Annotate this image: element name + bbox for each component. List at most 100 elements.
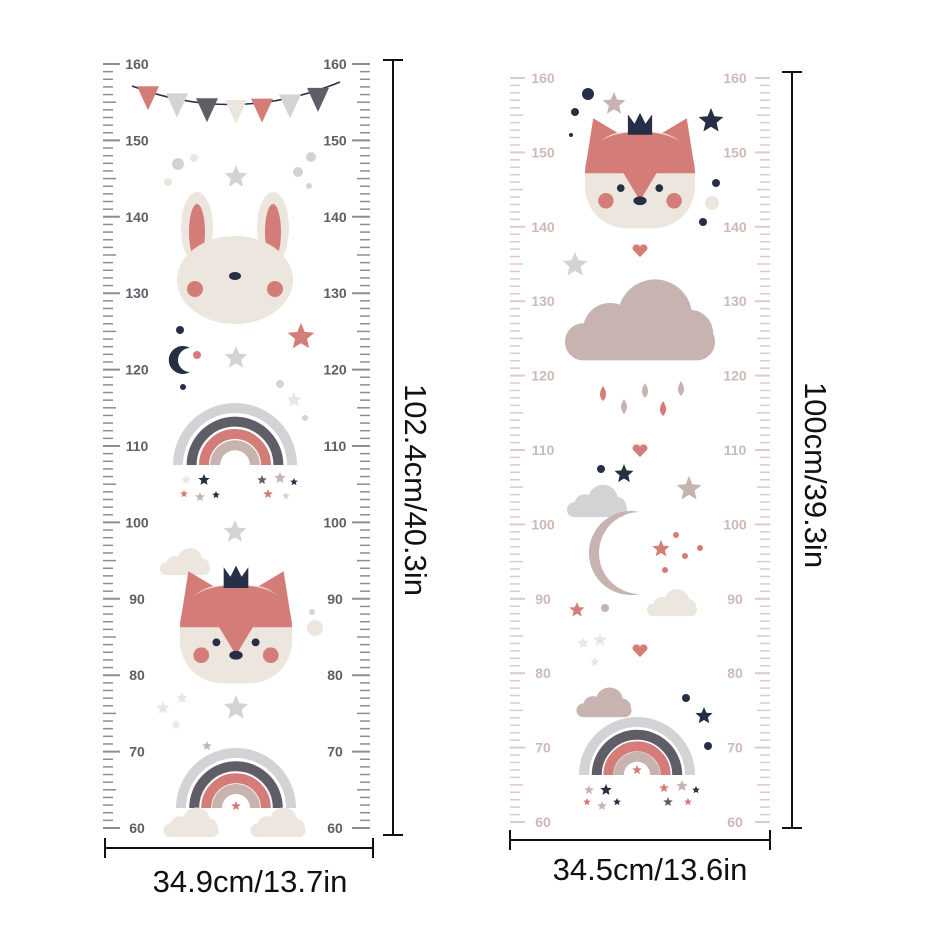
- ruler-label: 150: [125, 132, 149, 148]
- star-icon: [231, 801, 241, 810]
- dot-icon: [276, 380, 284, 388]
- rainbow-arc: [201, 773, 271, 809]
- dot-icon: [307, 620, 323, 636]
- dot-icon: [180, 384, 186, 390]
- ruler-label: 100: [125, 514, 149, 530]
- ruler-label: 140: [125, 209, 149, 225]
- bunny-nose: [229, 272, 241, 280]
- dot-icon: [172, 158, 184, 170]
- ruler-label: 70: [129, 744, 145, 760]
- dot-icon: [662, 567, 668, 573]
- star-icon: [156, 701, 170, 714]
- rainbow-arc: [212, 784, 260, 809]
- dot-icon: [705, 196, 719, 210]
- ruler-label: 110: [126, 438, 149, 454]
- ruler-label: 60: [129, 820, 145, 836]
- ruler-label: 140: [323, 209, 347, 225]
- ruler-label: 160: [723, 70, 747, 86]
- cloud-icon: [565, 279, 715, 361]
- dot-icon: [306, 183, 312, 189]
- fox-cheek: [666, 193, 682, 209]
- star-icon: [171, 720, 181, 729]
- ruler-label: 60: [727, 814, 743, 830]
- rainbow-arc: [186, 416, 284, 466]
- bunting-flag: [307, 87, 329, 112]
- star-icon: [224, 165, 248, 187]
- star-icon: [223, 520, 247, 542]
- rainbow-arc: [176, 748, 296, 809]
- ruler-label: 90: [727, 591, 743, 607]
- cloud-part: [665, 309, 714, 357]
- ruler-label: 90: [129, 591, 145, 607]
- ruler-label: 70: [327, 744, 343, 760]
- star-icon: [584, 785, 594, 794]
- crown-icon: [223, 565, 249, 588]
- star-icon: [602, 92, 626, 114]
- dot-icon: [597, 465, 605, 473]
- rainbow-arc: [199, 429, 271, 466]
- cloud-icon: [567, 484, 627, 518]
- star-icon: [590, 657, 600, 666]
- ruler-label: 80: [327, 667, 343, 683]
- star-icon: [600, 784, 612, 795]
- cloud-part: [607, 496, 627, 516]
- dot-icon: [673, 532, 679, 538]
- bunting-icon: [131, 81, 341, 124]
- star-icon: [181, 475, 191, 484]
- cloud-icon: [160, 548, 210, 576]
- dot-icon: [697, 545, 703, 551]
- fox-eye: [655, 184, 664, 192]
- star-icon: [274, 472, 286, 483]
- dot-icon: [699, 218, 707, 226]
- rainbow-icon: [579, 717, 695, 776]
- left-height-dimension: 102.4cm/40.3in: [398, 384, 433, 596]
- moon-icon: [168, 346, 190, 375]
- left-width-dimension: 34.9cm/13.7in: [152, 864, 348, 899]
- ruler-label: 160: [531, 70, 555, 86]
- ruler-label: 130: [125, 285, 149, 301]
- star-icon: [659, 783, 669, 792]
- right-ruler: 60 60 70 70 80 80 90 90 100 100 110 110 120 120 130 130…: [510, 70, 770, 830]
- star-icon: [692, 786, 700, 794]
- star-icon: [176, 692, 188, 703]
- ruler-label: 60: [327, 820, 343, 836]
- ruler-label: 110: [724, 442, 747, 458]
- ruler-label: 80: [129, 667, 145, 683]
- fox-eye: [212, 638, 221, 647]
- dot-icon: [582, 88, 594, 100]
- bunny-cheek: [267, 281, 283, 297]
- cloud-icon: [163, 807, 219, 838]
- bunting-flag: [225, 100, 247, 124]
- ruler-label: 150: [531, 144, 555, 160]
- rainbow-arc: [603, 741, 671, 776]
- star-icon: [224, 346, 248, 368]
- fox-nose: [633, 196, 647, 206]
- dot-icon: [302, 415, 308, 421]
- raindrop-icon: [660, 401, 666, 416]
- fox-eye: [251, 638, 260, 647]
- fox-nose: [229, 650, 243, 660]
- bunny-icon: [177, 192, 293, 324]
- ruler-label: 140: [723, 219, 747, 235]
- rainbow-arc: [579, 717, 695, 776]
- ruler-label: 90: [327, 591, 343, 607]
- star-icon: [569, 602, 585, 617]
- ruler-label: 130: [723, 293, 747, 309]
- star-icon: [212, 491, 220, 499]
- fox-mask: [180, 585, 292, 656]
- ruler-label: 150: [723, 144, 747, 160]
- fox-eye: [616, 184, 625, 192]
- heart-icon: [632, 644, 648, 657]
- star-icon: [286, 392, 302, 407]
- dot-icon: [193, 351, 201, 359]
- dot-icon: [682, 553, 688, 559]
- rainbow-icon: [176, 748, 296, 809]
- star-icon: [180, 490, 188, 498]
- star-icon: [613, 798, 621, 806]
- cloud-part: [680, 599, 697, 615]
- cloud-icon: [250, 807, 306, 838]
- fox-cheek: [193, 647, 210, 664]
- dot-icon: [190, 154, 198, 162]
- ruler-label: 110: [532, 442, 555, 458]
